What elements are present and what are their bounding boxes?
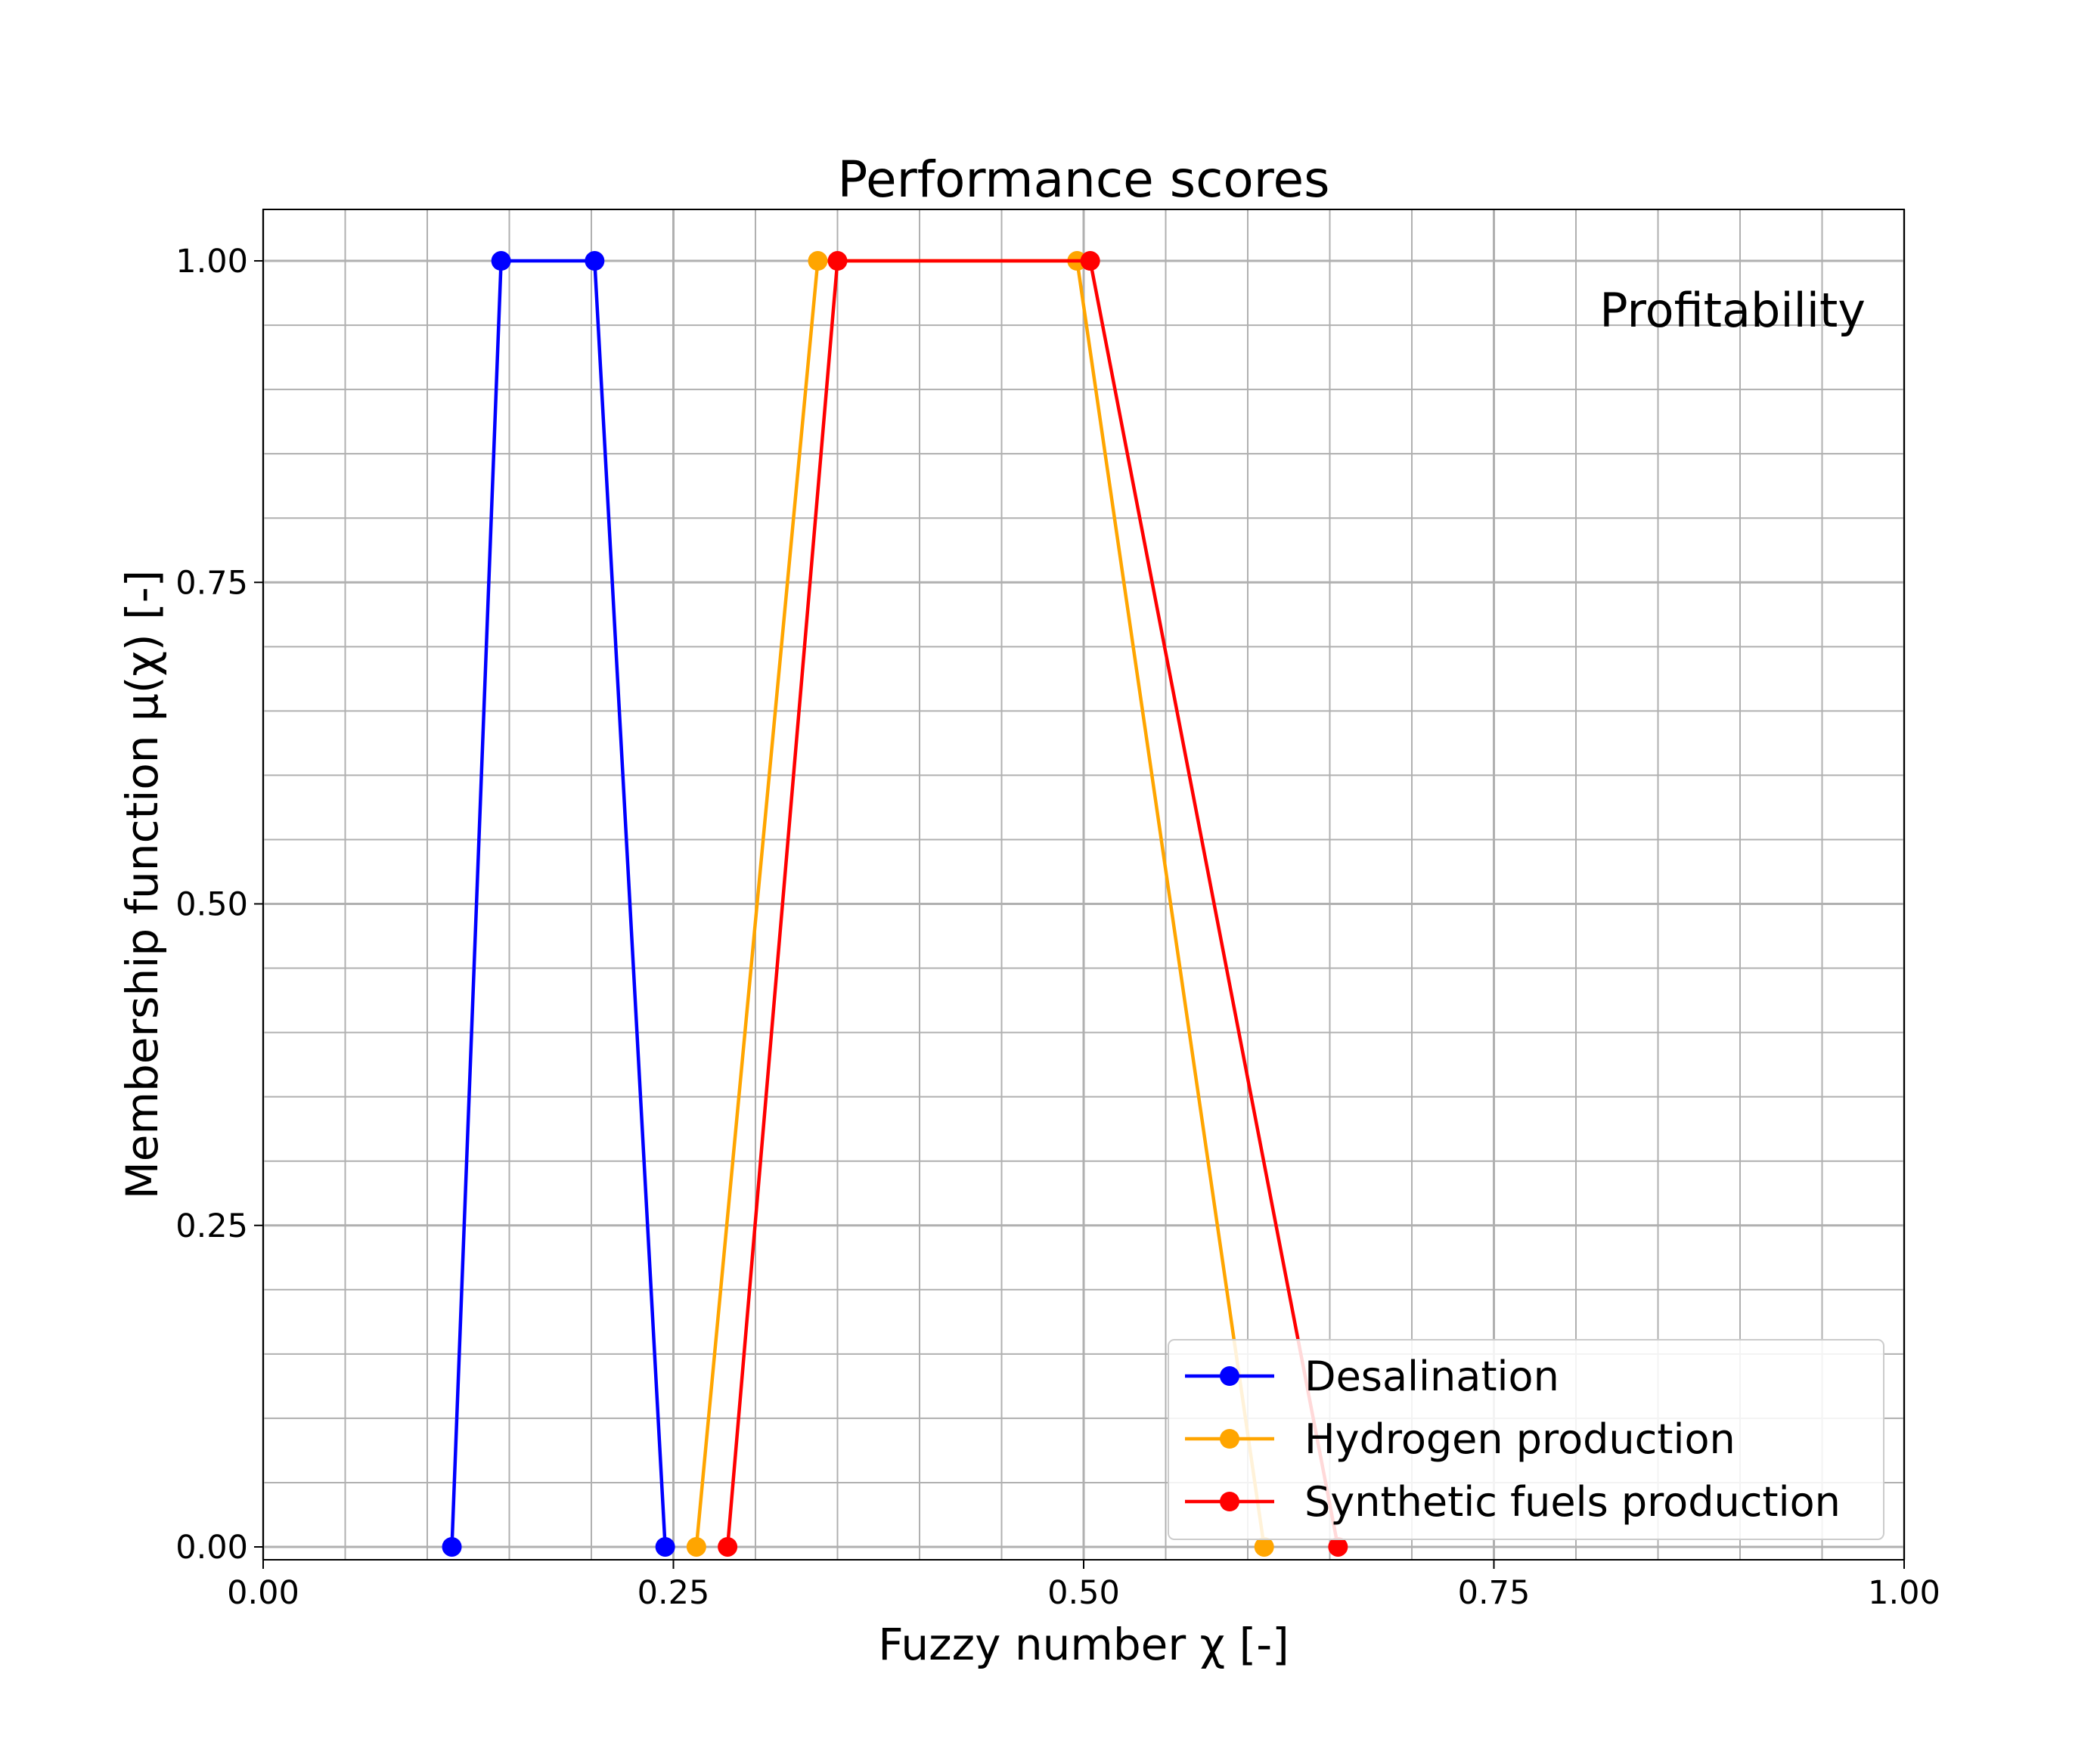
annotation-profitability: Profitability: [1599, 283, 1866, 338]
legend-label-synthetic-fuels-production: Synthetic fuels production: [1304, 1478, 1841, 1526]
y-axis-label: Membership function μ(χ) [-]: [116, 570, 168, 1200]
data-point-hydrogen-production: [686, 1536, 706, 1557]
legend: Desalination Hydrogen production Synthetic…: [1168, 1339, 1884, 1540]
y-tick-label: 0.00: [175, 1529, 248, 1567]
series-layer: [442, 251, 1348, 1557]
x-axis-label: Fuzzy number χ [-]: [878, 1619, 1289, 1670]
x-tick-label: 1.00: [1868, 1574, 1940, 1612]
data-point-desalination: [442, 1536, 462, 1557]
grid: [262, 209, 1906, 1560]
data-point-synthetic-fuels-production: [718, 1536, 738, 1557]
y-tick-label: 0.75: [175, 564, 248, 602]
data-point-synthetic-fuels-production: [1328, 1536, 1348, 1557]
legend-marker-desalination: [1220, 1366, 1239, 1386]
y-tick-label: 1.00: [175, 243, 248, 281]
x-tick-label: 0.75: [1458, 1574, 1531, 1612]
data-point-hydrogen-production: [808, 251, 828, 271]
x-tick-label: 0.00: [227, 1574, 299, 1612]
x-tick-label: 0.25: [637, 1574, 710, 1612]
legend-label-desalination: Desalination: [1304, 1353, 1559, 1400]
data-point-desalination: [491, 251, 511, 271]
data-point-desalination: [655, 1536, 675, 1557]
legend-label-hydrogen-production: Hydrogen production: [1304, 1415, 1736, 1463]
data-point-hydrogen-production: [1254, 1536, 1274, 1557]
x-tick-label: 0.50: [1047, 1574, 1120, 1612]
legend-marker-synthetic-fuels-production: [1220, 1492, 1239, 1511]
data-point-synthetic-fuels-production: [827, 251, 848, 271]
legend-box: [1168, 1339, 1884, 1540]
y-tick-label: 0.25: [175, 1207, 248, 1245]
chart-title: Performance scores: [838, 150, 1330, 209]
data-point-desalination: [585, 251, 605, 271]
series-line-desalination: [450, 259, 667, 1548]
ticks: 0.00 0.25 0.50 0.75 1.00 0.00 0.25 0.50 0.75 1.00: [175, 243, 1940, 1612]
legend-marker-hydrogen-production: [1220, 1429, 1239, 1449]
y-tick-label: 0.50: [175, 886, 248, 924]
series-line-synthetic-fuels-production: [725, 259, 1340, 1548]
data-point-synthetic-fuels-production: [1080, 251, 1100, 271]
